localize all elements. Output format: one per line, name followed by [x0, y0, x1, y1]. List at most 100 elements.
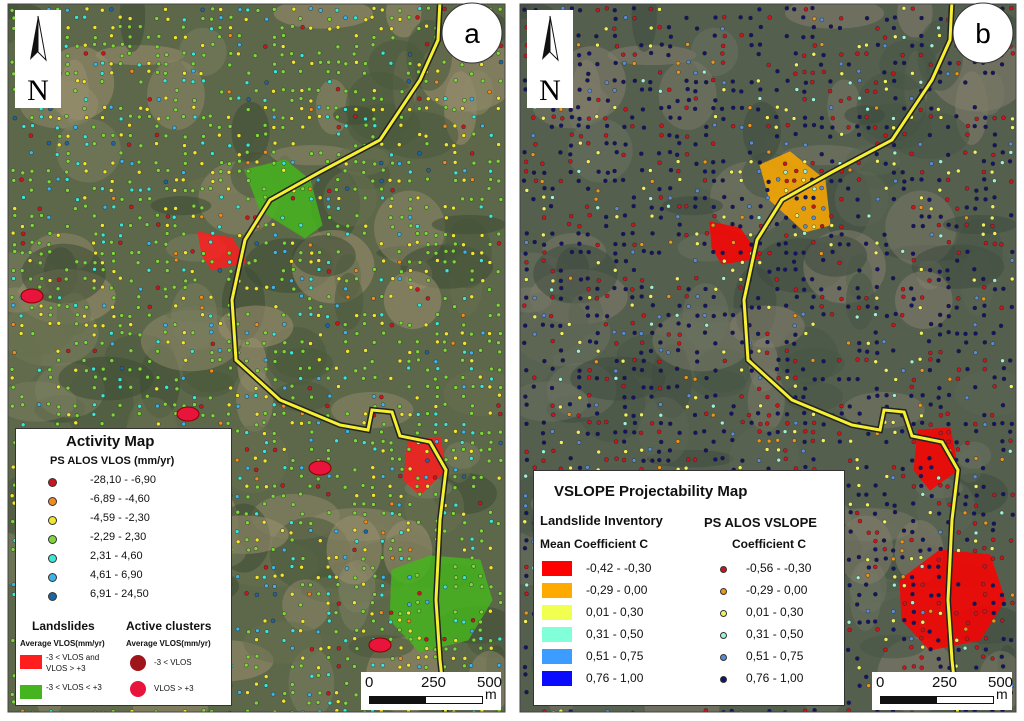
ps-point [909, 151, 914, 157]
ps-point [397, 259, 402, 265]
ps-point [182, 330, 187, 335]
ps-point [29, 115, 35, 120]
ps-point [945, 197, 950, 202]
ps-point [784, 348, 790, 353]
ps-point [343, 322, 348, 327]
ps-point [343, 339, 348, 344]
ps-point [408, 169, 413, 175]
ps-point [470, 430, 475, 436]
ps-point [875, 42, 881, 48]
ps-point [523, 394, 528, 399]
ps-point [271, 565, 276, 570]
ps-point [794, 294, 800, 300]
ps-point [693, 204, 698, 209]
ps-point [686, 287, 691, 292]
ps-point [155, 403, 160, 409]
ps-point [612, 141, 617, 146]
ps-point [523, 169, 529, 174]
ps-point [309, 196, 314, 202]
ps-point [487, 242, 493, 247]
ps-point [84, 305, 89, 310]
ps-point [784, 33, 789, 39]
ps-point [910, 600, 915, 605]
terrain-patch [954, 369, 1016, 417]
ps-point [891, 556, 896, 562]
ps-point [111, 269, 117, 274]
ps-point [92, 402, 97, 407]
ps-point [315, 484, 321, 489]
ps-point [603, 223, 609, 229]
ps-point [765, 115, 770, 120]
ps-point [622, 276, 628, 282]
ps-point [156, 421, 161, 427]
ps-point [837, 286, 842, 291]
ps-point [353, 692, 359, 698]
ps-point [863, 241, 869, 246]
ps-point [226, 186, 231, 192]
ps-point [209, 259, 215, 265]
ps-point [308, 305, 313, 311]
ps-point [272, 377, 278, 383]
ps-point [281, 312, 286, 318]
ps-point [478, 619, 483, 625]
active-cluster [20, 288, 44, 304]
ps-point [577, 8, 583, 13]
ps-point [666, 204, 671, 209]
ps-point [974, 196, 979, 201]
ps-point [621, 79, 626, 85]
ps-point [282, 691, 287, 696]
ps-point [945, 484, 950, 489]
ps-point [622, 375, 627, 381]
ps-point [883, 133, 888, 138]
ps-point [74, 413, 80, 418]
ps-point [272, 114, 277, 120]
ps-point [461, 322, 466, 328]
ps-point [75, 312, 80, 318]
ps-point [630, 115, 635, 120]
ps-point [532, 295, 537, 301]
ps-point [281, 33, 286, 38]
ps-point [900, 555, 905, 560]
ps-point [336, 601, 342, 606]
ps-point [183, 278, 188, 284]
ps-point [918, 548, 923, 553]
ps-point [342, 375, 348, 381]
landslide-label: -3 < VLOS and [46, 653, 100, 662]
ps-point [596, 420, 601, 425]
ps-point [270, 692, 276, 697]
ps-point [451, 511, 456, 516]
ps-point [415, 430, 420, 436]
ps-point [327, 26, 332, 32]
ps-point [406, 79, 411, 84]
ps-point [453, 638, 458, 643]
ps-point [918, 142, 923, 147]
ps-point [66, 348, 71, 354]
ps-point [83, 51, 89, 56]
ps-point [974, 295, 979, 301]
ps-point [955, 376, 961, 381]
ps-point [593, 340, 599, 345]
ps-point [406, 520, 411, 526]
ps-point [228, 365, 233, 371]
ps-point [235, 510, 240, 515]
ps-point [739, 89, 744, 94]
ps-point [801, 177, 806, 183]
ps-point [801, 394, 806, 400]
ps-point [873, 330, 878, 335]
ps-point [856, 665, 862, 670]
ps-point [270, 222, 276, 227]
ps-point [334, 438, 339, 444]
ps-point [533, 142, 538, 147]
ps-point [425, 458, 430, 463]
ps-point [235, 574, 240, 579]
ps-point [381, 575, 386, 580]
ps-point [524, 538, 529, 543]
ps-point [522, 150, 527, 155]
ps-point [424, 646, 429, 651]
scale-tick-label: 500 [988, 674, 1014, 691]
ps-point [540, 322, 546, 327]
ps-point [200, 43, 205, 48]
ps-point [739, 178, 744, 183]
ps-point [1008, 358, 1013, 363]
ps-point [656, 151, 662, 156]
